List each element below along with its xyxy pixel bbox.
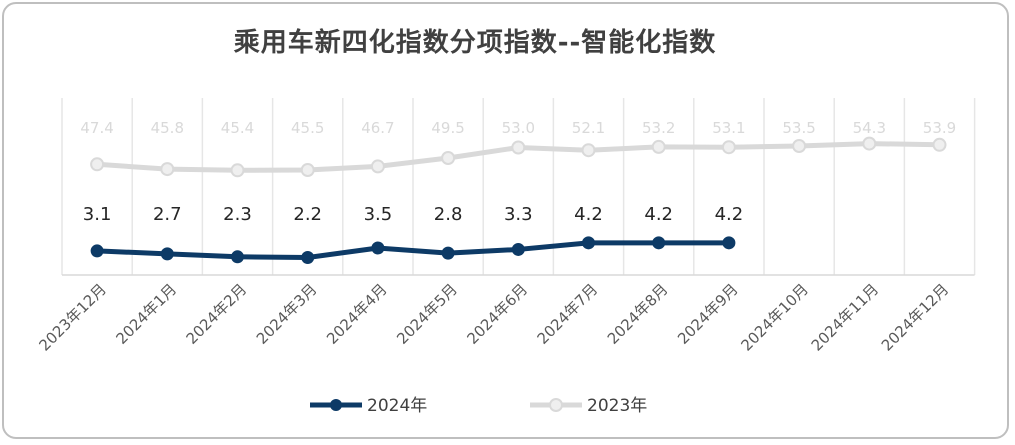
series-2024-point [722,236,736,250]
series-2023-data-label: 45.4 [221,119,254,137]
series-2023-point [230,163,245,178]
legend-2023-swatch-marker [549,398,563,412]
x-tick-label: 2024年9月 [674,280,742,348]
series-2023-point [441,151,456,165]
x-tick-label: 2024年10月 [737,280,811,354]
legend-2024-label: 2024年 [367,396,427,416]
series-2024-point [231,250,244,264]
series-2023-point [792,139,807,153]
x-tick-label: 2024年6月 [463,280,531,348]
series-2023-data-label: 46.7 [361,119,394,137]
series-2023-point [90,157,105,172]
x-tick-label: 2024年1月 [112,280,180,348]
series-2023-point [581,143,596,158]
x-tick-label: 2024年5月 [393,280,461,348]
series-2023-point [932,137,947,152]
series-2024-data-label: 4.2 [644,204,673,225]
series-2024-data-label: 2.7 [153,204,182,225]
series-2024-data-label: 2.8 [434,204,463,225]
series-2023-point [511,140,526,155]
series-2024-data-label: 2.2 [293,204,322,225]
series-2024-line [94,240,732,261]
series-2024-point [301,251,315,265]
series-2024-point [160,247,174,261]
series-2023-data-label: 52.1 [572,119,605,137]
x-tick-label: 2024年4月 [323,280,391,348]
x-tick-label: 2024年8月 [604,280,672,348]
series-2024-point [582,236,595,250]
series-2024-point [90,244,104,258]
x-tick-label: 2024年12月 [878,280,952,354]
series-2023-data-label: 53.9 [923,119,956,137]
series-2023-data-label: 53.1 [712,119,745,137]
series-2023-data-label: 53.5 [782,119,815,137]
series-2024-point [441,246,455,260]
series-2024-data-label: 3.3 [504,204,533,225]
series-2024-point [511,242,525,256]
series-2023-data-label: 47.4 [80,119,113,137]
series-2024-data-label: 4.2 [574,204,603,225]
legend-2024-swatch-marker [330,399,342,411]
series-2023-data-label: 53.2 [642,119,675,137]
series-2024-data-label: 3.1 [83,204,112,225]
series-2024-point [652,236,666,250]
series-2023-point [300,163,315,177]
series-2024-data-label: 4.2 [715,204,744,225]
series-2023-data-label: 53.0 [502,119,535,137]
x-tick-label: 2024年11月 [808,280,882,354]
series-2024-data-label: 2.3 [223,204,252,225]
series-2023-point [721,140,736,155]
x-tick-label: 2024年2月 [183,280,251,348]
chart-frame [2,2,1009,439]
series-2023-point [862,136,877,151]
series-2023-point [370,159,385,174]
x-tick-label: 2023年12月 [35,280,109,354]
series-2023-point [651,139,666,154]
series-2024-point [371,241,385,255]
series-2023-data-label: 45.8 [151,119,184,137]
series-2023-data-label: 45.5 [291,119,324,137]
series-2023-data-label: 54.3 [853,119,886,137]
chart-title: 乘用车新四化指数分项指数--智能化指数 [233,28,717,58]
series-2024-data-label: 3.5 [364,204,393,225]
series-2023-data-label: 49.5 [431,119,464,137]
legend-2023-label: 2023年 [587,396,647,416]
x-tick-label: 2024年3月 [253,280,321,348]
x-tick-label: 2024年7月 [534,280,602,348]
series-2023-point [160,162,175,177]
